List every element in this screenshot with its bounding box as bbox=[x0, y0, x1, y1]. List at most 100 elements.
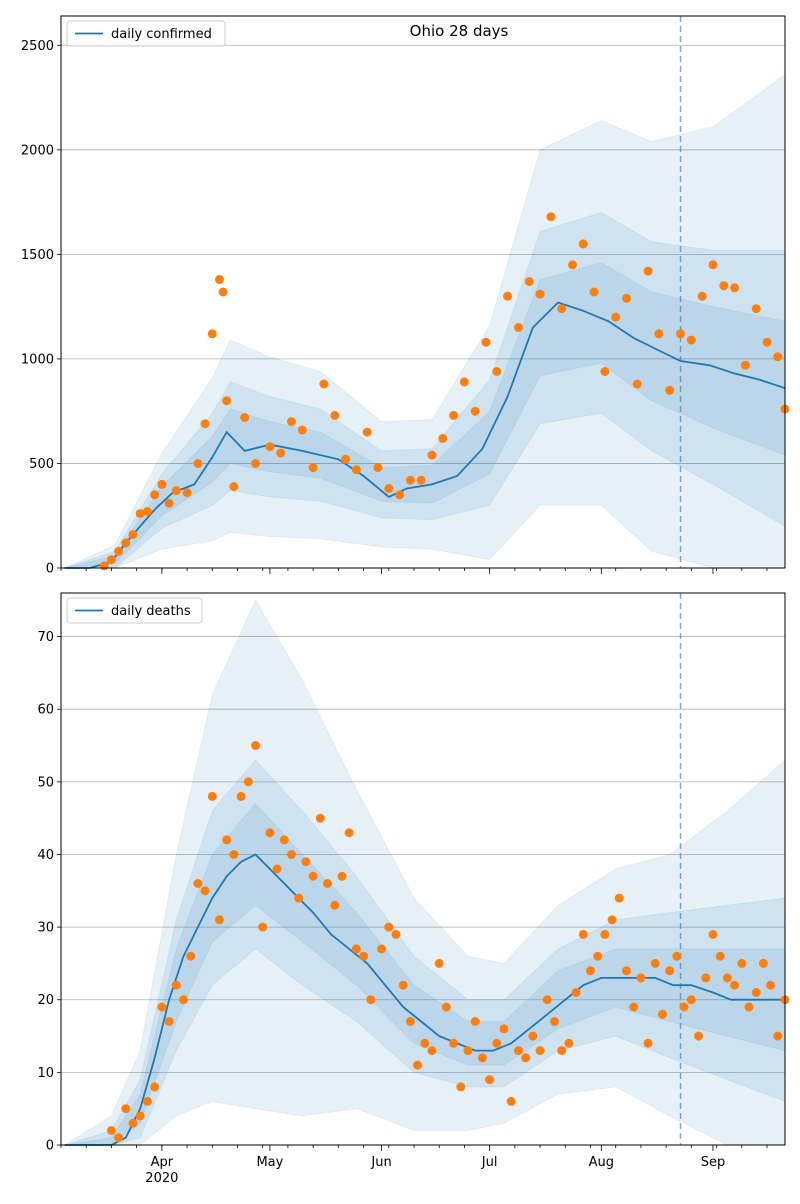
data-point bbox=[773, 1031, 783, 1041]
data-point bbox=[449, 410, 459, 420]
data-point bbox=[215, 275, 224, 284]
data-point bbox=[737, 958, 747, 968]
data-point bbox=[470, 406, 480, 416]
data-point bbox=[315, 813, 325, 823]
data-point bbox=[398, 980, 408, 990]
data-point bbox=[773, 352, 783, 362]
y-tick-label: 500 bbox=[29, 457, 54, 472]
data-point bbox=[600, 929, 610, 939]
data-point bbox=[481, 337, 491, 347]
y-tick-label: 1000 bbox=[21, 352, 54, 367]
data-point bbox=[535, 1046, 545, 1056]
data-point bbox=[740, 360, 750, 370]
data-point bbox=[485, 1075, 495, 1085]
data-point bbox=[420, 1038, 430, 1048]
data-point bbox=[589, 287, 599, 297]
data-point bbox=[373, 463, 383, 473]
data-point bbox=[405, 475, 415, 485]
data-point bbox=[643, 1038, 653, 1048]
axes-frame bbox=[60, 15, 786, 569]
data-point bbox=[319, 379, 329, 389]
data-point bbox=[279, 835, 289, 845]
data-point bbox=[366, 995, 376, 1005]
data-point bbox=[193, 879, 203, 888]
y-tick-label: 10 bbox=[37, 1066, 54, 1081]
data-point bbox=[762, 337, 772, 347]
y-tick-label: 0 bbox=[46, 562, 54, 577]
data-point bbox=[427, 450, 437, 460]
data-point bbox=[182, 488, 192, 498]
data-point bbox=[121, 538, 131, 548]
data-point bbox=[622, 966, 631, 976]
data-point bbox=[459, 377, 469, 387]
data-point bbox=[323, 879, 332, 888]
data-point bbox=[413, 1060, 423, 1070]
data-point bbox=[384, 484, 394, 493]
data-point bbox=[157, 479, 167, 489]
data-point bbox=[535, 289, 545, 299]
data-point bbox=[578, 929, 588, 939]
data-point bbox=[157, 1002, 167, 1012]
data-point bbox=[578, 239, 588, 249]
data-point bbox=[251, 741, 260, 750]
data-point bbox=[708, 929, 718, 939]
legend-box bbox=[66, 597, 203, 624]
data-point bbox=[193, 459, 203, 468]
data-point bbox=[643, 266, 653, 276]
data-point bbox=[272, 864, 282, 874]
data-point bbox=[622, 293, 631, 303]
data-point bbox=[492, 1038, 502, 1048]
y-tick-label: 70 bbox=[37, 630, 54, 645]
y-tick-label: 1500 bbox=[21, 248, 54, 263]
data-point bbox=[207, 791, 217, 801]
data-point bbox=[171, 486, 181, 496]
legend: daily deaths bbox=[66, 597, 203, 624]
y-tick-label: 30 bbox=[37, 921, 54, 936]
data-point bbox=[341, 454, 351, 464]
data-point bbox=[222, 396, 232, 406]
data-point bbox=[492, 367, 502, 376]
data-point bbox=[665, 385, 675, 395]
x-tick-label: 2020 bbox=[145, 1171, 178, 1186]
data-point bbox=[142, 1096, 152, 1106]
data-point bbox=[121, 1104, 131, 1114]
data-point bbox=[351, 944, 361, 954]
data-point bbox=[99, 561, 109, 571]
data-point bbox=[438, 433, 448, 443]
data-point bbox=[222, 835, 232, 845]
x-tick-label: Apr bbox=[151, 1155, 174, 1170]
data-point bbox=[571, 988, 581, 997]
x-tick-label: Sep bbox=[701, 1155, 726, 1170]
data-point bbox=[506, 1096, 516, 1106]
data-point bbox=[297, 425, 307, 435]
data-point bbox=[586, 966, 595, 976]
data-point bbox=[164, 498, 174, 508]
data-point bbox=[719, 281, 729, 291]
data-point bbox=[179, 995, 188, 1005]
data-point bbox=[521, 1053, 531, 1063]
data-point bbox=[708, 260, 718, 270]
data-point bbox=[236, 791, 246, 801]
data-point bbox=[200, 419, 210, 429]
x-tick-label: Aug bbox=[589, 1155, 614, 1170]
y-tick-label: 60 bbox=[37, 703, 54, 718]
data-point bbox=[171, 980, 181, 990]
data-point bbox=[477, 1053, 487, 1063]
data-point bbox=[744, 1002, 754, 1012]
data-point bbox=[308, 463, 318, 473]
data-point bbox=[344, 828, 354, 838]
data-point bbox=[106, 555, 116, 565]
y-tick-label: 2000 bbox=[21, 143, 54, 158]
data-point bbox=[243, 777, 253, 787]
data-point bbox=[405, 1017, 415, 1026]
y-tick-label: 40 bbox=[37, 848, 54, 863]
data-point bbox=[150, 1082, 160, 1092]
data-point bbox=[524, 277, 534, 286]
data-point bbox=[751, 988, 761, 997]
data-point bbox=[730, 980, 740, 990]
data-point bbox=[751, 304, 761, 314]
data-point bbox=[308, 871, 318, 881]
data-point bbox=[337, 871, 347, 881]
